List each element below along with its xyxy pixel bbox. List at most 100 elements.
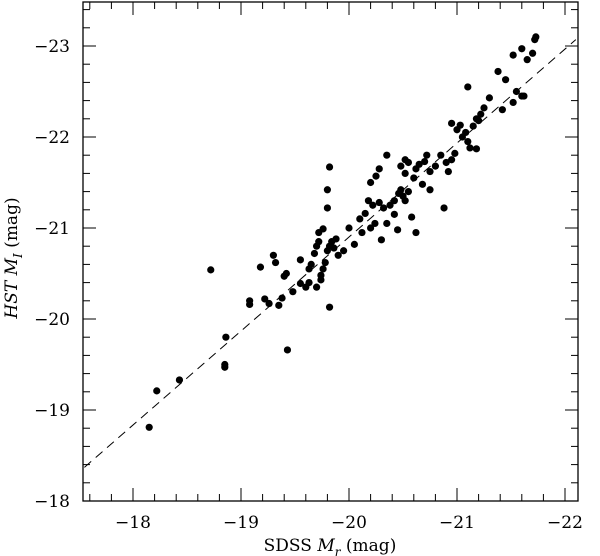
data-point xyxy=(175,376,184,384)
data-point xyxy=(319,225,327,233)
tick-labels: −18 −19 −20 −21 −22 −18 −19 −20 −21 −22 −23 xyxy=(34,37,583,533)
data-point xyxy=(269,251,277,259)
data-point xyxy=(305,279,313,287)
data-point xyxy=(310,249,319,258)
data-point xyxy=(529,49,537,57)
data-point xyxy=(369,201,377,209)
data-point xyxy=(518,45,526,53)
data-point xyxy=(340,247,348,255)
data-point xyxy=(315,238,323,246)
data-point xyxy=(480,104,488,112)
data-point xyxy=(323,186,331,194)
data-point xyxy=(397,162,405,170)
data-point xyxy=(356,215,364,223)
x-tick-label: −18 xyxy=(115,513,151,533)
data-point xyxy=(334,251,342,259)
x-axis-title: SDSS Mr (mag) xyxy=(264,536,397,556)
data-point xyxy=(485,94,493,102)
data-point xyxy=(498,106,506,114)
data-point xyxy=(477,110,485,118)
data-point xyxy=(421,157,429,166)
data-point xyxy=(296,279,304,288)
data-point xyxy=(371,219,379,228)
data-point xyxy=(207,266,215,274)
data-point xyxy=(509,51,517,59)
data-point xyxy=(423,151,431,159)
data-point xyxy=(472,145,481,153)
data-point xyxy=(397,186,405,194)
data-point xyxy=(278,294,286,302)
data-point xyxy=(404,188,412,196)
data-point xyxy=(145,423,153,431)
data-point xyxy=(444,167,452,176)
data-point xyxy=(451,149,459,157)
axis-ticks xyxy=(83,2,578,502)
data-point xyxy=(431,162,439,170)
data-point xyxy=(502,76,510,84)
data-point xyxy=(442,158,450,167)
data-point xyxy=(367,224,375,232)
y-tick-label: −19 xyxy=(34,401,70,421)
data-point xyxy=(283,346,292,354)
data-point xyxy=(261,295,269,303)
data-point xyxy=(404,158,412,167)
data-point xyxy=(222,333,230,341)
data-point xyxy=(377,236,385,244)
data-point xyxy=(325,303,334,311)
data-point xyxy=(426,167,434,176)
y-tick-label: −23 xyxy=(34,37,70,57)
plot-frame xyxy=(82,1,579,502)
data-point xyxy=(321,258,329,267)
data-point xyxy=(437,151,445,159)
y-axis-title: HST MI (mag) xyxy=(2,197,25,319)
data-point xyxy=(520,92,528,100)
data-point xyxy=(153,387,161,395)
data-point xyxy=(412,228,420,237)
data-point xyxy=(221,360,229,369)
data-point xyxy=(469,122,477,130)
data-point xyxy=(462,128,470,137)
data-point xyxy=(364,197,373,205)
x-tick-label: −20 xyxy=(331,513,367,533)
data-point xyxy=(289,288,297,296)
data-point xyxy=(401,197,409,205)
y-tick-label: −18 xyxy=(34,492,70,512)
data-point xyxy=(323,204,331,212)
data-point xyxy=(307,260,315,268)
data-point xyxy=(319,265,327,273)
data-point xyxy=(375,198,383,207)
data-point xyxy=(464,137,472,146)
reference-line xyxy=(84,39,577,468)
data-point xyxy=(275,301,283,309)
data-point xyxy=(332,235,340,243)
data-point xyxy=(246,297,254,305)
data-point xyxy=(410,174,418,182)
data-point xyxy=(265,299,273,308)
data-point xyxy=(345,224,353,232)
y-tick-label: −21 xyxy=(34,219,70,239)
data-point xyxy=(448,156,456,164)
data-point xyxy=(426,186,434,194)
data-point xyxy=(361,209,369,218)
data-point xyxy=(383,219,391,228)
data-point xyxy=(466,144,474,152)
data-point xyxy=(390,210,398,218)
y-tick-label: −20 xyxy=(34,310,70,330)
data-point xyxy=(271,258,280,267)
data-point xyxy=(375,165,383,173)
data-point xyxy=(440,204,448,212)
data-point xyxy=(523,56,531,64)
x-tick-label: −19 xyxy=(223,513,259,533)
data-point xyxy=(379,204,388,212)
data-point xyxy=(494,67,502,76)
data-point xyxy=(456,121,464,129)
data-point xyxy=(256,263,265,271)
x-tick-label: −21 xyxy=(439,513,475,533)
data-point xyxy=(415,160,423,168)
data-point xyxy=(448,119,456,127)
data-point xyxy=(367,178,375,187)
data-point xyxy=(358,228,366,237)
data-point xyxy=(325,163,334,171)
data-point xyxy=(532,33,540,41)
